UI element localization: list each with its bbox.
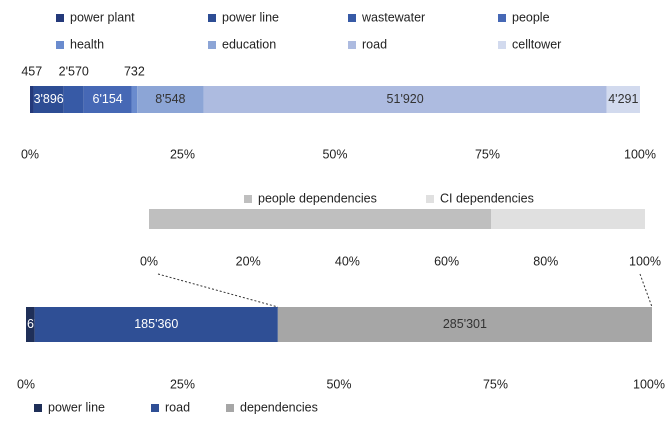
legend-label: celltower [512,37,561,51]
legend-label: health [70,37,104,51]
legend-label: dependencies [240,400,318,414]
legend-swatch [244,195,252,203]
data-label: 51'920 [387,92,424,106]
legend-label: CI dependencies [440,191,534,205]
x-tick-label: 100% [629,254,661,268]
data-label: 457 [21,64,42,78]
data-label: 185'360 [134,317,178,331]
legend-label: road [165,400,190,414]
bar-segment [63,86,84,113]
x-tick-label: 80% [533,254,558,268]
x-tick-label: 25% [170,147,195,161]
x-tick-label: 100% [624,147,656,161]
legend-swatch [208,14,216,22]
legend-swatch [56,14,64,22]
legend-swatch [348,14,356,22]
legend-label: people [512,10,550,24]
bar-segment [137,86,204,113]
legend-swatch [226,404,234,412]
bar-segment [26,307,35,342]
connector [639,273,653,308]
legend-swatch [56,41,64,49]
x-tick-label: 0% [21,147,39,161]
data-label: 732 [124,64,145,78]
data-label: 285'301 [443,317,487,331]
legend-swatch [151,404,159,412]
legend-swatch [498,41,506,49]
bar-segment [83,86,132,113]
data-label: 4'291 [608,92,638,106]
bar-segment [277,307,652,342]
bar-segment [149,209,492,229]
legend-label: education [222,37,276,51]
legend-swatch [426,195,434,203]
legend-label: power line [222,10,279,24]
x-tick-label: 0% [140,254,158,268]
x-tick-label: 75% [483,377,508,391]
x-tick-label: 25% [170,377,195,391]
x-tick-label: 75% [475,147,500,161]
x-tick-label: 50% [322,147,347,161]
x-tick-label: 0% [17,377,35,391]
bar-segment [491,209,645,229]
bar-segment [34,307,278,342]
legend-label: power plant [70,10,135,24]
legend-swatch [348,41,356,49]
x-tick-label: 40% [335,254,360,268]
legend-label: people dependencies [258,191,377,205]
bar-segment [33,86,64,113]
bar-segment [203,86,607,113]
legend-label: power line [48,400,105,414]
legend-swatch [208,41,216,49]
data-label: 8'548 [155,92,185,106]
data-label: 3'896 [34,92,64,106]
data-label: 6'154 [93,92,123,106]
connector [157,273,278,308]
x-tick-label: 100% [633,377,665,391]
bar-segment [131,86,138,113]
x-tick-label: 20% [236,254,261,268]
data-label: 2'570 [59,64,89,78]
bar-segment [30,86,34,113]
legend-swatch [498,14,506,22]
legend-swatch [34,404,42,412]
x-tick-label: 50% [326,377,351,391]
legend-label: road [362,37,387,51]
x-tick-label: 60% [434,254,459,268]
bar-segment [606,86,640,113]
legend-label: wastewater [361,10,425,24]
